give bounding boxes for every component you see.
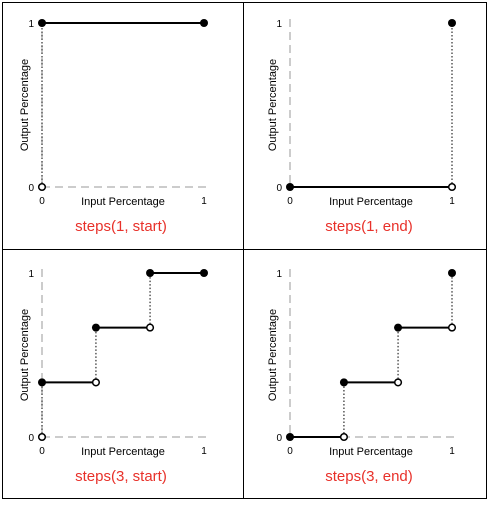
x-axis-label: Input Percentage bbox=[81, 196, 165, 208]
open-point bbox=[37, 432, 47, 442]
filled-point bbox=[339, 378, 348, 387]
chart-title: steps(3, start) bbox=[75, 468, 167, 485]
y-axis-label: Output Percentage bbox=[267, 59, 279, 151]
open-point bbox=[447, 182, 457, 192]
y-tick-label: 0 bbox=[276, 183, 282, 194]
chart-title: steps(3, end) bbox=[325, 468, 413, 485]
filled-point bbox=[200, 269, 208, 277]
x-tick-label: 0 bbox=[287, 446, 293, 457]
open-point bbox=[37, 182, 47, 192]
x-tick-label: 1 bbox=[201, 446, 207, 457]
panel-border bbox=[243, 249, 487, 499]
filled-point bbox=[394, 323, 403, 332]
filled-point bbox=[286, 433, 294, 441]
x-tick-label: 1 bbox=[449, 446, 455, 457]
chart-title: steps(1, start) bbox=[75, 218, 167, 235]
panel-border bbox=[2, 249, 244, 499]
x-axis-label: Input Percentage bbox=[329, 196, 413, 208]
chart-panel-1: 0 1 0 1 Input Percentage Output Percentage ste… bbox=[2, 2, 244, 250]
open-point bbox=[447, 323, 457, 332]
filled-point bbox=[91, 323, 100, 332]
filled-point bbox=[200, 19, 208, 27]
y-tick-label: 1 bbox=[28, 269, 34, 280]
open-point bbox=[146, 323, 155, 332]
x-tick-label: 0 bbox=[287, 196, 293, 207]
chart-panel-2: 0 1 0 1 Input Percentage Output Percentage ste… bbox=[243, 2, 487, 250]
chart-panel-3: 0 1 0 1 Input Percentage Output Percentage ste… bbox=[2, 249, 244, 499]
filled-point bbox=[448, 19, 456, 27]
open-point bbox=[339, 432, 348, 442]
chart-panel-4: 0 1 0 1 Input Percentage Output Percentage ste… bbox=[243, 249, 487, 499]
y-axis-label: Output Percentage bbox=[267, 309, 279, 401]
filled-point bbox=[38, 378, 46, 387]
open-point bbox=[91, 378, 100, 387]
filled-point bbox=[286, 183, 294, 191]
panel-border bbox=[243, 2, 487, 250]
y-tick-label: 0 bbox=[28, 433, 34, 444]
x-tick-label: 0 bbox=[39, 446, 45, 457]
y-tick-label: 1 bbox=[276, 269, 282, 280]
x-axis-label: Input Percentage bbox=[329, 446, 413, 458]
filled-point bbox=[146, 269, 155, 277]
chart-title: steps(1, end) bbox=[325, 218, 413, 235]
y-tick-label: 0 bbox=[276, 433, 282, 444]
x-axis-label: Input Percentage bbox=[81, 446, 165, 458]
y-tick-label: 1 bbox=[276, 19, 282, 30]
y-axis-label: Output Percentage bbox=[19, 309, 31, 401]
y-tick-label: 1 bbox=[28, 19, 34, 30]
x-tick-label: 1 bbox=[201, 196, 207, 207]
open-point bbox=[394, 378, 403, 387]
panel-border bbox=[2, 2, 244, 250]
filled-point bbox=[448, 269, 456, 277]
filled-point bbox=[38, 19, 46, 27]
y-axis-label: Output Percentage bbox=[19, 59, 31, 151]
x-tick-label: 0 bbox=[39, 196, 45, 207]
x-tick-label: 1 bbox=[449, 196, 455, 207]
y-tick-label: 0 bbox=[28, 183, 34, 194]
